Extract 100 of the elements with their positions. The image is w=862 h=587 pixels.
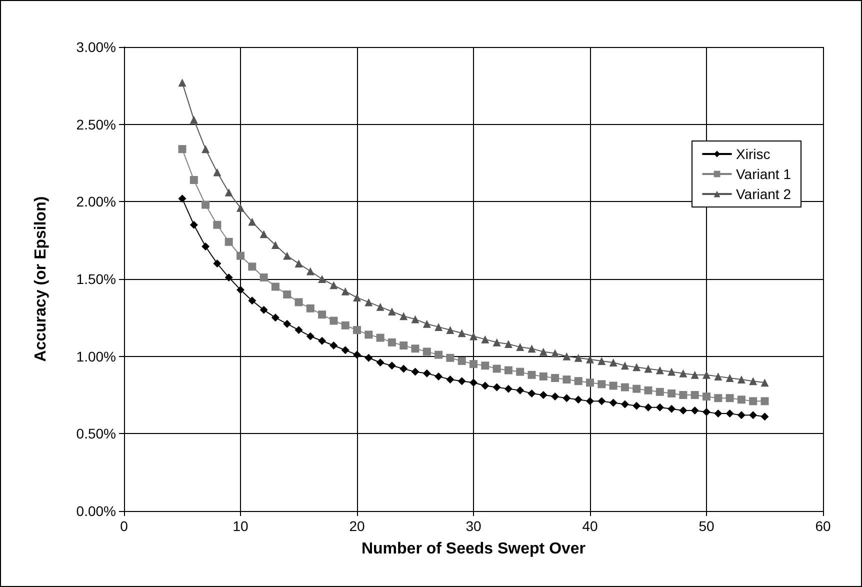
point: [609, 398, 618, 407]
point: [714, 410, 722, 418]
point: [341, 287, 350, 296]
point: [306, 332, 314, 340]
point: [318, 336, 326, 345]
point: [224, 273, 233, 282]
point: [306, 304, 314, 312]
point: [400, 364, 408, 373]
y-tick-label: 0.50%: [76, 426, 116, 442]
point: [353, 326, 361, 334]
point: [504, 340, 512, 348]
point: [388, 338, 396, 346]
point: [178, 145, 186, 154]
legend-label: Xirisc: [736, 146, 770, 162]
point: [411, 368, 420, 376]
point: [236, 204, 244, 212]
point: [224, 238, 233, 246]
point: [248, 218, 256, 226]
point: [271, 282, 280, 291]
point: [702, 392, 710, 401]
y-tick-label: 2.50%: [76, 116, 116, 132]
point: [632, 384, 641, 393]
point: [178, 78, 186, 87]
point: [260, 306, 268, 314]
point: [178, 194, 186, 203]
point: [516, 343, 524, 352]
point: [388, 307, 396, 316]
point: [492, 383, 501, 392]
point: [330, 281, 338, 290]
point: [434, 350, 443, 359]
point: [353, 350, 361, 359]
point: [330, 342, 338, 350]
point: [644, 403, 652, 412]
point: [283, 320, 292, 328]
point: [202, 242, 210, 251]
point: [481, 362, 490, 370]
point: [364, 298, 373, 306]
point: [492, 364, 501, 373]
point: [470, 332, 478, 340]
point: [422, 369, 431, 378]
point: [690, 370, 699, 379]
point: [632, 402, 641, 410]
point: [283, 252, 292, 260]
point: [422, 320, 431, 328]
point: [679, 391, 688, 399]
point: [504, 366, 512, 374]
x-tick-label: 30: [466, 518, 482, 534]
point: [202, 145, 210, 154]
point: [236, 286, 244, 294]
point: [528, 344, 536, 353]
point: [609, 382, 618, 390]
point: [551, 374, 560, 382]
point: [679, 369, 688, 378]
point: [737, 396, 746, 404]
point: [271, 314, 280, 322]
y-tick-label: 1.50%: [76, 271, 116, 287]
point: [271, 240, 280, 249]
point: [190, 116, 198, 124]
point: [668, 389, 676, 398]
point: [656, 388, 664, 396]
point: [690, 391, 699, 399]
point: [294, 298, 303, 306]
point: [562, 352, 571, 360]
point: [516, 386, 524, 394]
point: [411, 315, 420, 324]
point: [446, 326, 454, 334]
point: [260, 273, 268, 282]
point: [656, 366, 664, 374]
point: [632, 363, 641, 372]
point: [586, 355, 594, 364]
point: [260, 230, 268, 238]
point: [714, 394, 722, 402]
legend-label: Variant 2: [736, 186, 792, 202]
point: [760, 412, 769, 421]
legend-label: Variant 1: [736, 166, 792, 182]
point: [306, 267, 314, 276]
point: [620, 362, 629, 370]
point: [504, 384, 512, 393]
point: [749, 377, 758, 386]
point: [668, 368, 676, 376]
point: [248, 296, 256, 305]
x-tick-label: 50: [698, 518, 714, 534]
point: [586, 378, 594, 387]
point: [190, 176, 198, 184]
point: [213, 168, 222, 176]
point: [539, 372, 548, 380]
point: [562, 376, 571, 384]
point: [737, 411, 746, 420]
point: [446, 376, 454, 384]
point: [528, 389, 536, 398]
point: [458, 377, 466, 386]
point: [446, 354, 454, 362]
point: [318, 275, 326, 283]
point: [294, 326, 303, 334]
point: [726, 410, 734, 418]
point: [726, 394, 734, 402]
point: [400, 312, 408, 320]
point: [434, 322, 443, 331]
point: [749, 397, 758, 406]
point: [458, 356, 466, 365]
